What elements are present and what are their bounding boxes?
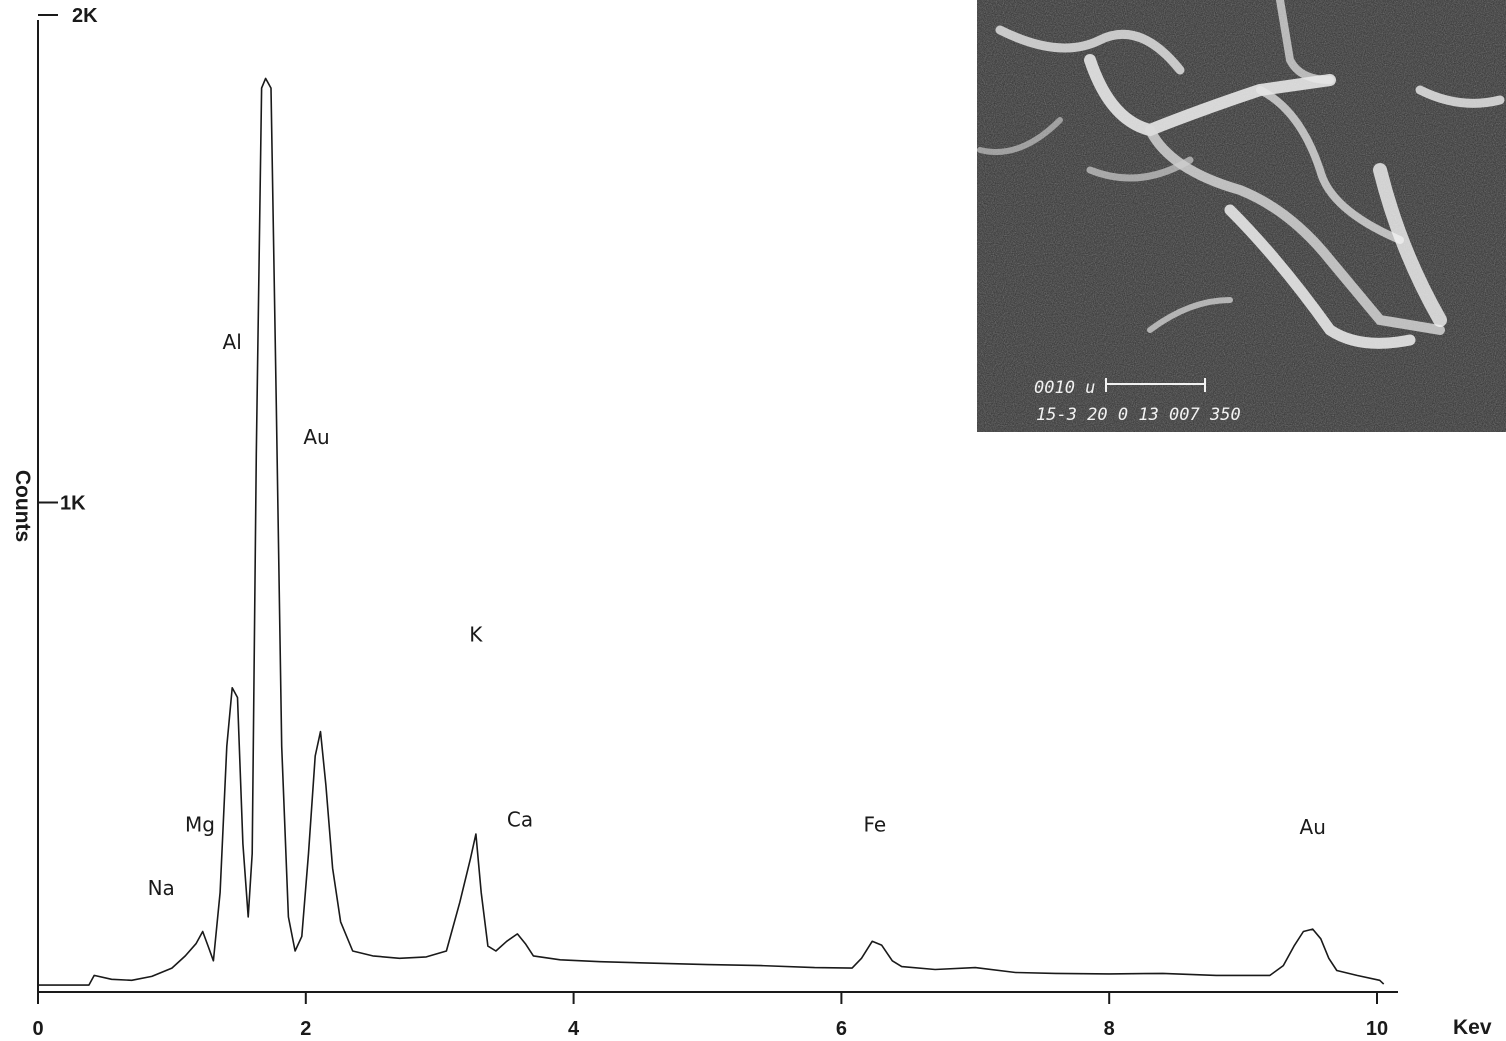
peak-label-fe: Fe: [864, 813, 887, 837]
x-tick-label: 0: [32, 1018, 43, 1040]
sem-micrograph-flakes: [977, 0, 1505, 349]
y-tick-label: 1K: [60, 493, 86, 515]
peak-labels: NaMgAlSiAuKCaFeAu: [148, 330, 1326, 900]
y-axis-ticks: 1K 2K: [38, 5, 98, 515]
sem-micrograph-inset: 0010 u 15-3 20 0 13 007 350: [977, 0, 1506, 432]
x-tick-label: 6: [836, 1018, 847, 1040]
spectrum-series-line: [38, 77, 1385, 986]
sem-scale-bar: [1105, 378, 1206, 392]
x-tick-label: 4: [568, 1018, 580, 1040]
peak-label-mg: Mg: [185, 813, 215, 837]
x-axis-ticks: 0 2 4 6 8 10: [32, 992, 1388, 1040]
x-axis-title: Kev: [1453, 1016, 1492, 1039]
y-axis-title: Counts: [11, 470, 34, 542]
x-tick-label: 8: [1104, 1018, 1115, 1040]
x-tick-label: 10: [1366, 1018, 1388, 1040]
peak-label-na: Na: [148, 876, 175, 900]
peak-label-al: Al: [223, 330, 242, 354]
peak-label-au: Au: [1300, 815, 1326, 839]
x-tick-label: 2: [300, 1018, 311, 1040]
peak-label-k: K: [469, 622, 483, 646]
peak-label-ca: Ca: [507, 808, 533, 832]
y-tick-label: 2K: [72, 5, 98, 27]
sem-caption-line-1: 0010 u: [1034, 378, 1095, 398]
peak-label-au: Au: [303, 425, 329, 449]
sem-caption-line-2: 15-3 20 0 13 007 350: [1036, 405, 1241, 425]
